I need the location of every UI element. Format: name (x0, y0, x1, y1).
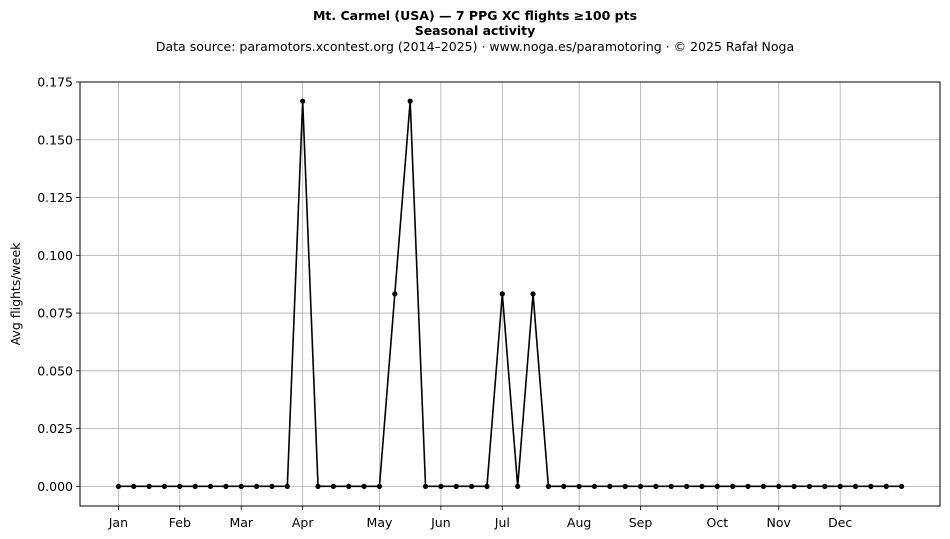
y-axis-label: Avg flights/week (8, 242, 23, 346)
chart-title: Mt. Carmel (USA) — 7 PPG XC flights ≥100… (312, 8, 638, 23)
data-point (622, 483, 628, 489)
data-point (576, 483, 582, 489)
data-point (207, 483, 214, 489)
y-tick-label: 0.175 (37, 75, 73, 90)
data-point (776, 483, 782, 489)
data-point (668, 483, 674, 489)
data-point (131, 483, 137, 489)
plot-frame (79, 81, 941, 507)
data-point (745, 483, 751, 489)
x-axis: Jan Feb Mar Apr May Jun Jul Aug Sep Oct Nov Dec (108, 506, 852, 530)
data-point (515, 483, 521, 489)
data-point (868, 483, 874, 489)
data-point (422, 483, 429, 489)
data-point (714, 483, 720, 489)
data-point (376, 483, 383, 489)
data-point (223, 483, 229, 489)
x-tick-label: Jan (108, 515, 128, 530)
data-point (591, 483, 598, 489)
x-tick-label: Dec (828, 515, 852, 530)
data-point (530, 291, 536, 297)
data-point (438, 483, 444, 489)
series-line (118, 100, 902, 488)
data-point (115, 483, 121, 489)
data-point (346, 483, 352, 489)
data-point (146, 483, 152, 489)
series-layer (115, 98, 905, 489)
x-tick-label: Nov (767, 515, 792, 530)
data-point (407, 98, 413, 104)
data-point (469, 483, 475, 489)
y-tick-label: 0.050 (37, 363, 73, 378)
y-tick-label: 0.000 (37, 479, 73, 494)
y-tick-label: 0.100 (37, 248, 73, 263)
data-source-note: Data source: paramotors.xcontest.org (20… (155, 39, 795, 54)
data-point (254, 483, 260, 489)
x-tick-label: Sep (629, 515, 653, 530)
x-tick-label: Jun (430, 515, 451, 530)
data-point (284, 483, 290, 489)
data-point (806, 483, 813, 489)
x-tick-label: May (367, 515, 393, 530)
grid-lines (80, 81, 940, 506)
x-tick-label: Jul (494, 515, 510, 530)
data-point (822, 483, 828, 489)
data-point (453, 483, 459, 489)
x-tick-label: Feb (169, 515, 191, 530)
data-point (899, 483, 905, 489)
data-point (392, 291, 398, 297)
data-point (269, 483, 275, 489)
data-point (653, 483, 659, 489)
x-tick-label: Oct (707, 515, 729, 530)
x-tick-label: Apr (292, 515, 314, 530)
chart-titles: Mt. Carmel (USA) — 7 PPG XC flights ≥100… (0, 8, 950, 56)
data-point (607, 483, 613, 489)
data-point (361, 483, 367, 489)
data-point (699, 483, 705, 489)
data-point (837, 483, 843, 489)
y-tick-label: 0.025 (37, 421, 73, 436)
y-tick-label: 0.075 (37, 306, 73, 321)
data-point (330, 483, 336, 489)
data-point (484, 483, 490, 489)
y-tick-label: 0.125 (37, 190, 73, 205)
y-tick-label: 0.150 (37, 132, 73, 147)
data-point (760, 483, 766, 489)
data-point (791, 483, 797, 489)
y-axis: 0.000 0.025 0.050 0.075 0.100 0.125 0.150 0.175 (37, 75, 80, 494)
chart-subtitle: Seasonal activity (414, 23, 536, 38)
data-point (315, 483, 321, 489)
data-point (192, 483, 198, 489)
data-point (238, 483, 244, 489)
data-point (300, 98, 306, 104)
data-point (730, 483, 736, 489)
data-point (161, 483, 168, 489)
data-point (637, 483, 644, 489)
data-point (499, 291, 505, 297)
data-point (883, 483, 889, 489)
x-tick-label: Aug (567, 515, 591, 530)
x-tick-label: Mar (229, 515, 253, 530)
data-point (561, 483, 567, 489)
data-point (545, 483, 551, 489)
data-point (852, 483, 859, 489)
data-point (177, 483, 183, 489)
data-point (684, 483, 690, 489)
